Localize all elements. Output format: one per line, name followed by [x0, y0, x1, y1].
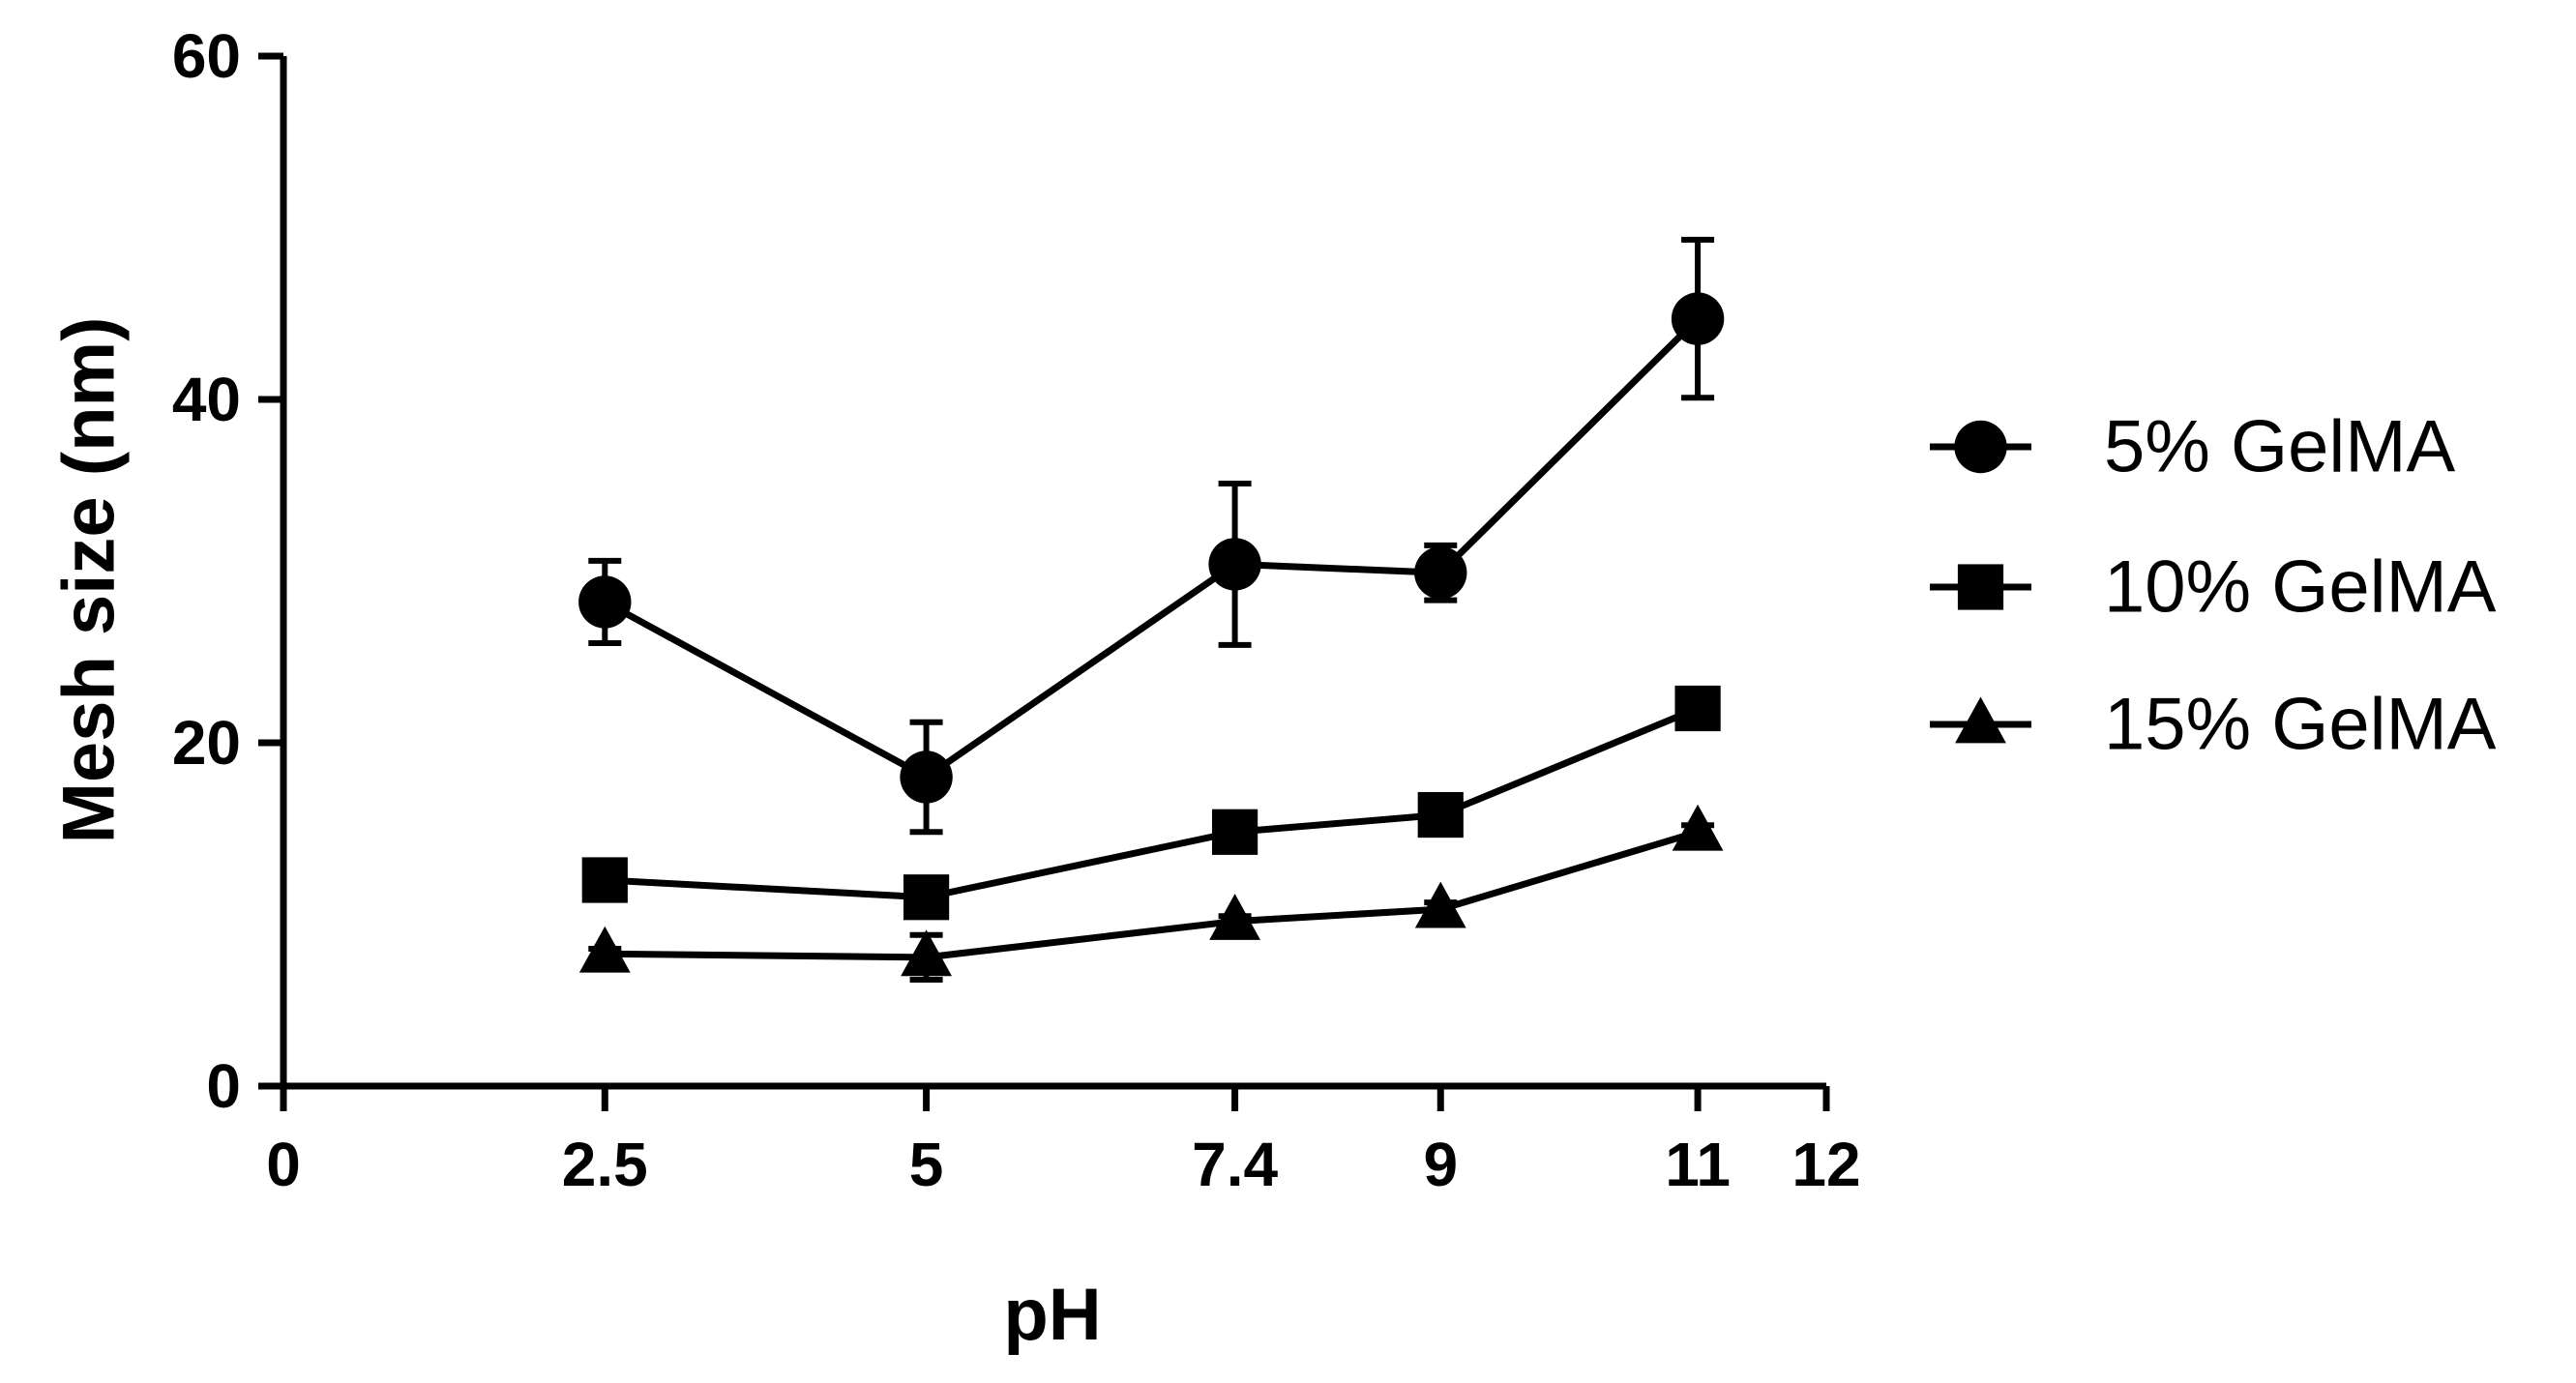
marker-circle	[1671, 292, 1725, 345]
y-tick-label: 40	[172, 365, 241, 434]
marker-circle	[1414, 546, 1467, 600]
legend-item-triangle: 15% GelMA	[1930, 684, 2497, 766]
legend-label: 10% GelMA	[2104, 546, 2497, 629]
marker-triangle	[1672, 804, 1724, 851]
legend-label: 5% GelMA	[2104, 406, 2456, 488]
marker-square	[1417, 791, 1464, 839]
marker-circle	[1954, 420, 2007, 474]
marker-square	[1674, 685, 1721, 732]
marker-triangle	[1955, 696, 2006, 744]
series-circle	[578, 236, 1725, 836]
x-tick-label: 11	[1665, 1130, 1731, 1199]
marker-square	[903, 874, 950, 921]
legend-item-square: 10% GelMA	[1930, 546, 2497, 629]
legend-label: 15% GelMA	[2104, 684, 2497, 766]
series-line	[605, 705, 1700, 901]
legend: 5% GelMA 10% GelMA 15% GelMA	[1930, 406, 2497, 766]
marker-square	[1211, 809, 1258, 855]
marker-circle	[900, 750, 953, 804]
x-tick-label: 7.4	[1192, 1130, 1278, 1199]
marker-triangle	[1414, 881, 1466, 928]
y-tick-label: 20	[172, 708, 241, 778]
series-triangle	[578, 804, 1724, 983]
marker-triangle	[1209, 894, 1260, 940]
series-square	[581, 685, 1721, 921]
marker-circle	[578, 575, 632, 629]
x-tick-label: 5	[909, 1130, 944, 1199]
y-tick-label: 0	[206, 1051, 241, 1121]
series-layer	[578, 236, 1725, 983]
x-tick-label: 0	[266, 1130, 301, 1199]
legend-item-circle: 5% GelMA	[1930, 406, 2456, 488]
x-tick-label: 2.5	[562, 1130, 648, 1199]
marker-square	[1957, 564, 2004, 610]
series-line	[603, 316, 1701, 780]
marker-circle	[1208, 538, 1261, 591]
x-tick-label: 9	[1423, 1130, 1458, 1199]
y-tick-label: 60	[172, 21, 241, 91]
marker-triangle	[578, 926, 631, 973]
x-axis-title: pH	[1003, 1274, 1101, 1356]
marker-square	[581, 857, 628, 903]
y-axis-title: Mesh size (nm)	[48, 317, 131, 844]
x-tick-label: 12	[1791, 1130, 1860, 1199]
axes: 0 20 40 60 0 2.5 5 7.4 9 11 12	[172, 21, 1861, 1199]
marker-triangle	[901, 929, 952, 977]
